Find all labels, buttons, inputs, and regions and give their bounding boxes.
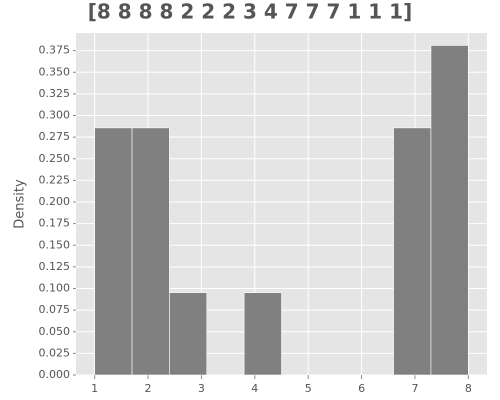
x-tick-label: 2 (145, 382, 152, 395)
y-tick-label: 0.050 (39, 325, 71, 338)
bar (393, 127, 432, 376)
y-tick-label: 0.200 (39, 195, 71, 208)
y-tick-label: 0.125 (39, 260, 71, 273)
y-tick-label: 0.225 (39, 173, 71, 186)
y-tick-label: 0.175 (39, 217, 71, 230)
x-tick-label: 8 (465, 382, 472, 395)
y-tick-label: 0.075 (39, 303, 71, 316)
x-tick-label: 4 (251, 382, 258, 395)
y-tick-label: 0.375 (39, 44, 71, 57)
y-tick-label: 0.325 (39, 87, 71, 100)
bar (430, 45, 469, 376)
x-tick-label: 5 (305, 382, 312, 395)
x-tick-label: 3 (198, 382, 205, 395)
y-tick-label: 0.300 (39, 109, 71, 122)
y-tick-label: 0.250 (39, 152, 71, 165)
chart-title: [8 8 8 8 2 2 2 3 4 7 7 7 1 1 1] (88, 0, 413, 24)
x-tick-label: 6 (358, 382, 365, 395)
y-tick-label: 0.000 (39, 368, 71, 381)
y-tick-label: 0.025 (39, 346, 71, 359)
y-tick-label: 0.100 (39, 282, 71, 295)
y-tick-label: 0.350 (39, 65, 71, 78)
bar (169, 292, 208, 376)
bar (243, 292, 282, 376)
x-tick-label: 1 (91, 382, 98, 395)
bar (94, 127, 133, 376)
y-axis-label: Density (13, 179, 28, 229)
x-tick-label: 7 (411, 382, 418, 395)
y-tick-label: 0.150 (39, 238, 71, 251)
bar (131, 127, 170, 376)
y-tick-label: 0.275 (39, 130, 71, 143)
